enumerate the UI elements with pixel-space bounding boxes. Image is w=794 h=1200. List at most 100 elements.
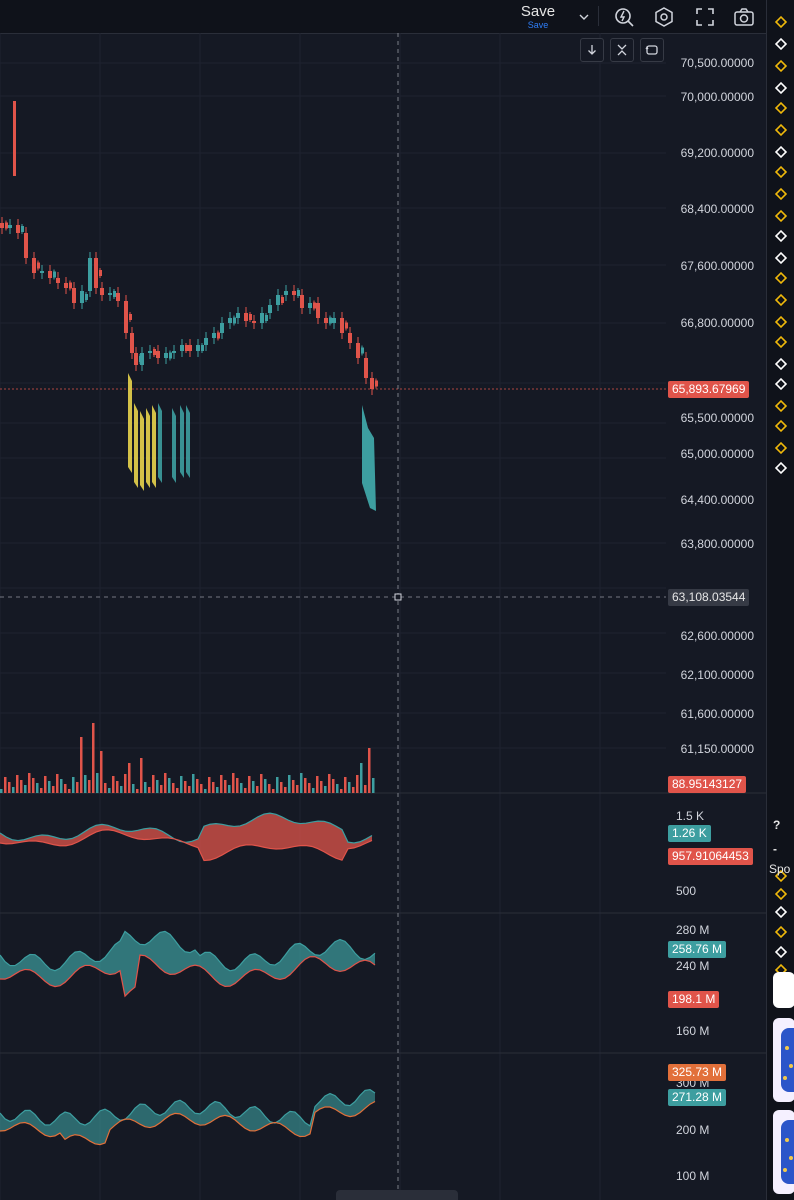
coin-icon[interactable]: [775, 400, 787, 412]
collapse-icon[interactable]: [610, 38, 634, 62]
candle-body: [32, 258, 36, 273]
candle-body: [56, 278, 60, 283]
coin-icon[interactable]: [775, 420, 787, 432]
coin-icon[interactable]: [775, 316, 787, 328]
coin-icon[interactable]: [775, 124, 787, 136]
alert-icon[interactable]: [610, 0, 638, 33]
thumbnail-image[interactable]: [773, 1018, 794, 1102]
coin-icon-shape: [775, 60, 787, 72]
candle-body: [80, 291, 84, 303]
save-button[interactable]: Save Save: [512, 0, 564, 33]
coin-icon[interactable]: [775, 946, 787, 958]
coin-icon[interactable]: [775, 272, 787, 284]
coin-icon[interactable]: [775, 82, 787, 94]
indicator1-red-tag: 957.91064453: [668, 848, 753, 865]
volume-bar: [260, 774, 263, 793]
volume-bar: [180, 776, 183, 793]
coin-icon[interactable]: [775, 102, 787, 114]
volume-bar: [28, 773, 31, 793]
indicator-3-lines: [0, 1088, 376, 1146]
scroll-down-icon[interactable]: [580, 38, 604, 62]
coin-icon[interactable]: [775, 230, 787, 242]
candle-body: [340, 318, 344, 333]
volume-bar: [256, 786, 259, 793]
volume-bar: [356, 775, 359, 793]
volume-bar: [16, 775, 19, 793]
coin-icon-shape: [775, 188, 787, 200]
volume-bar: [80, 737, 83, 793]
volume-bar: [36, 783, 39, 793]
coin-icon[interactable]: [775, 462, 787, 474]
coin-icon[interactable]: [775, 16, 787, 28]
volume-bar: [108, 788, 111, 793]
coin-icon[interactable]: [775, 294, 787, 306]
help-question-mark[interactable]: ?: [773, 818, 781, 832]
candle-body: [153, 349, 156, 355]
chart-canvas[interactable]: [0, 33, 766, 1200]
volume-bar: [112, 776, 115, 793]
coin-icon[interactable]: [775, 870, 787, 882]
camera-icon[interactable]: [730, 0, 758, 33]
indicator1-axis-label: 1.5 K: [676, 809, 705, 823]
price-axis-label: 64,400.00000: [680, 493, 754, 507]
coin-icon[interactable]: [775, 442, 787, 454]
coin-icon-shape: [775, 146, 787, 158]
coin-icon-shape: [775, 442, 787, 454]
volume-bar: [216, 787, 219, 793]
candle-body: [329, 317, 332, 324]
coin-icon[interactable]: [775, 926, 787, 938]
volume-bar: [292, 780, 295, 793]
thumbnail-image[interactable]: [773, 1110, 794, 1194]
coin-icon[interactable]: [775, 888, 787, 900]
volume-bar: [104, 783, 107, 793]
volume-bar: [68, 789, 71, 793]
candle-body: [8, 225, 12, 228]
heatmap-bar: [134, 403, 138, 488]
coin-icon[interactable]: [775, 358, 787, 370]
coin-icon[interactable]: [775, 336, 787, 348]
coin-icon[interactable]: [775, 252, 787, 264]
minus-sign[interactable]: -: [773, 842, 777, 856]
volume-bar: [360, 763, 363, 793]
fullscreen-icon[interactable]: [691, 0, 719, 33]
volume-bar: [276, 777, 279, 793]
volume-bar: [24, 785, 27, 793]
volume-bar: [44, 776, 47, 793]
settings-icon[interactable]: [650, 0, 678, 33]
chart-controls: [580, 38, 664, 62]
indicator3-axis-label: 200 M: [676, 1123, 710, 1137]
candle-body: [24, 233, 28, 258]
indicator-line: [0, 812, 373, 844]
candle-body: [21, 226, 24, 232]
candlestick-series: [0, 101, 378, 395]
coin-icon[interactable]: [775, 166, 787, 178]
price-axis-label: 61,150.00000: [680, 742, 754, 756]
indicator3-orange-tag: 325.73 M: [668, 1064, 727, 1081]
volume-bar: [248, 776, 251, 793]
coin-icon[interactable]: [775, 906, 787, 918]
candle-body: [276, 295, 280, 305]
horizontal-scrollbar[interactable]: [336, 1190, 458, 1200]
candle-body: [268, 305, 272, 313]
coin-icon[interactable]: [775, 38, 787, 50]
coin-icon[interactable]: [775, 188, 787, 200]
volume-bar: [240, 783, 243, 793]
coin-icon[interactable]: [775, 146, 787, 158]
coin-icon[interactable]: [775, 60, 787, 72]
reset-icon[interactable]: [640, 38, 664, 62]
heatmap-bar: [172, 408, 176, 483]
candle-body: [53, 271, 56, 278]
volume-bar: [204, 789, 207, 793]
heatmap-bar: [362, 405, 376, 511]
coin-icon[interactable]: [775, 378, 787, 390]
thumbnail-image[interactable]: [773, 972, 794, 1008]
heatmap-bar: [186, 405, 190, 478]
indicator-line: [0, 1088, 376, 1127]
chevron-down-icon[interactable]: [572, 0, 596, 33]
coin-icon[interactable]: [775, 210, 787, 222]
volume-bar: [72, 777, 75, 793]
volume-bar: [124, 774, 127, 793]
coin-icon-shape: [775, 870, 787, 882]
volume-bar: [220, 775, 223, 793]
volume-bar: [176, 788, 179, 793]
